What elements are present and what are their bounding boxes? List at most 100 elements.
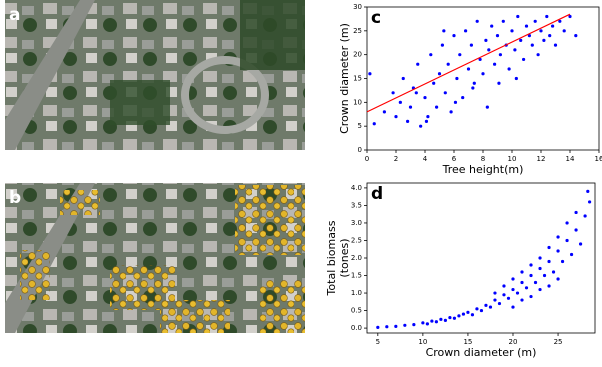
- point: [484, 38, 488, 42]
- y-tick-label: 1.0: [351, 289, 362, 297]
- point: [574, 34, 578, 38]
- point: [484, 303, 488, 307]
- y-tick-label: 2.0: [351, 254, 362, 262]
- point: [530, 43, 534, 47]
- point: [586, 189, 590, 194]
- point: [536, 53, 540, 57]
- panel-label: d: [371, 184, 383, 204]
- point: [514, 76, 518, 81]
- x-tick-label: 12: [537, 155, 546, 163]
- x-tick-label: 10: [418, 338, 427, 346]
- point: [545, 14, 549, 19]
- point: [479, 308, 484, 313]
- y-tick-label: 25: [353, 27, 362, 35]
- point: [551, 270, 556, 274]
- x-tick-label: 25: [554, 338, 563, 346]
- point: [529, 273, 533, 278]
- point: [522, 57, 526, 62]
- point: [443, 318, 448, 322]
- y-tick-label: 15: [353, 75, 362, 83]
- x-tick-label: 14: [566, 155, 575, 163]
- point: [391, 91, 395, 95]
- y-tick-label: 10: [353, 98, 362, 106]
- point: [502, 284, 506, 288]
- point: [457, 314, 461, 318]
- point: [368, 72, 372, 76]
- point: [493, 291, 497, 295]
- point: [538, 256, 542, 260]
- x-tick-label: 5: [376, 338, 380, 346]
- point: [520, 270, 524, 274]
- y-tick-label: 2.5: [351, 236, 362, 244]
- point: [429, 53, 433, 57]
- point: [382, 110, 386, 114]
- point: [524, 286, 529, 290]
- point: [488, 305, 493, 309]
- point: [470, 313, 475, 317]
- point: [511, 287, 515, 292]
- point: [538, 287, 542, 292]
- point: [516, 14, 520, 19]
- point: [507, 67, 511, 71]
- x-tick-label: 15: [463, 338, 472, 346]
- point: [498, 53, 502, 57]
- point: [547, 245, 551, 250]
- point: [471, 86, 475, 90]
- point: [372, 122, 376, 126]
- x-axis-label: Tree height(m): [442, 163, 524, 176]
- point: [551, 24, 555, 28]
- point: [539, 29, 543, 33]
- aerial-image-b: b: [5, 183, 305, 333]
- y-tick-label: 3.5: [351, 201, 362, 209]
- point: [440, 43, 444, 47]
- point: [524, 24, 529, 28]
- point: [565, 238, 569, 243]
- point: [412, 322, 416, 327]
- point: [560, 259, 565, 264]
- y-tick-label: 0.0: [351, 324, 362, 332]
- point: [414, 91, 418, 95]
- point: [520, 298, 524, 302]
- point: [556, 249, 560, 253]
- point: [513, 48, 517, 52]
- point: [455, 76, 459, 81]
- y-tick-label: 20: [353, 51, 362, 59]
- point: [574, 228, 578, 232]
- point: [574, 210, 578, 215]
- point: [432, 81, 436, 85]
- point: [553, 43, 558, 47]
- point: [394, 115, 398, 119]
- point: [556, 277, 560, 281]
- point: [533, 19, 537, 23]
- point: [466, 310, 470, 314]
- y-tick-label: 4.0: [351, 184, 362, 192]
- point: [449, 110, 453, 114]
- y-tick-label: 5: [358, 122, 362, 130]
- point: [448, 315, 452, 320]
- point: [472, 81, 476, 85]
- y-tick-label: 30: [353, 3, 362, 11]
- point: [583, 214, 587, 218]
- point: [493, 62, 497, 66]
- point: [502, 293, 506, 297]
- point: [475, 19, 479, 23]
- x-tick-label: 20: [509, 338, 518, 346]
- point: [542, 273, 547, 278]
- point: [461, 95, 465, 100]
- x-tick-label: 4: [423, 155, 428, 163]
- point: [558, 19, 562, 23]
- point: [469, 43, 473, 47]
- point: [497, 301, 502, 306]
- point: [398, 100, 402, 104]
- point: [408, 105, 413, 109]
- point: [385, 325, 389, 329]
- point: [587, 200, 592, 204]
- point: [497, 81, 501, 85]
- point: [529, 294, 533, 299]
- scatter-chart: 5 10 15 20 25 0.0 0.5 1.0 1.5 2.0 2.5 3.0 3.5 4.0 Crow…: [325, 182, 596, 359]
- point: [403, 323, 407, 327]
- point: [481, 72, 485, 76]
- point: [461, 312, 466, 316]
- point: [453, 100, 458, 104]
